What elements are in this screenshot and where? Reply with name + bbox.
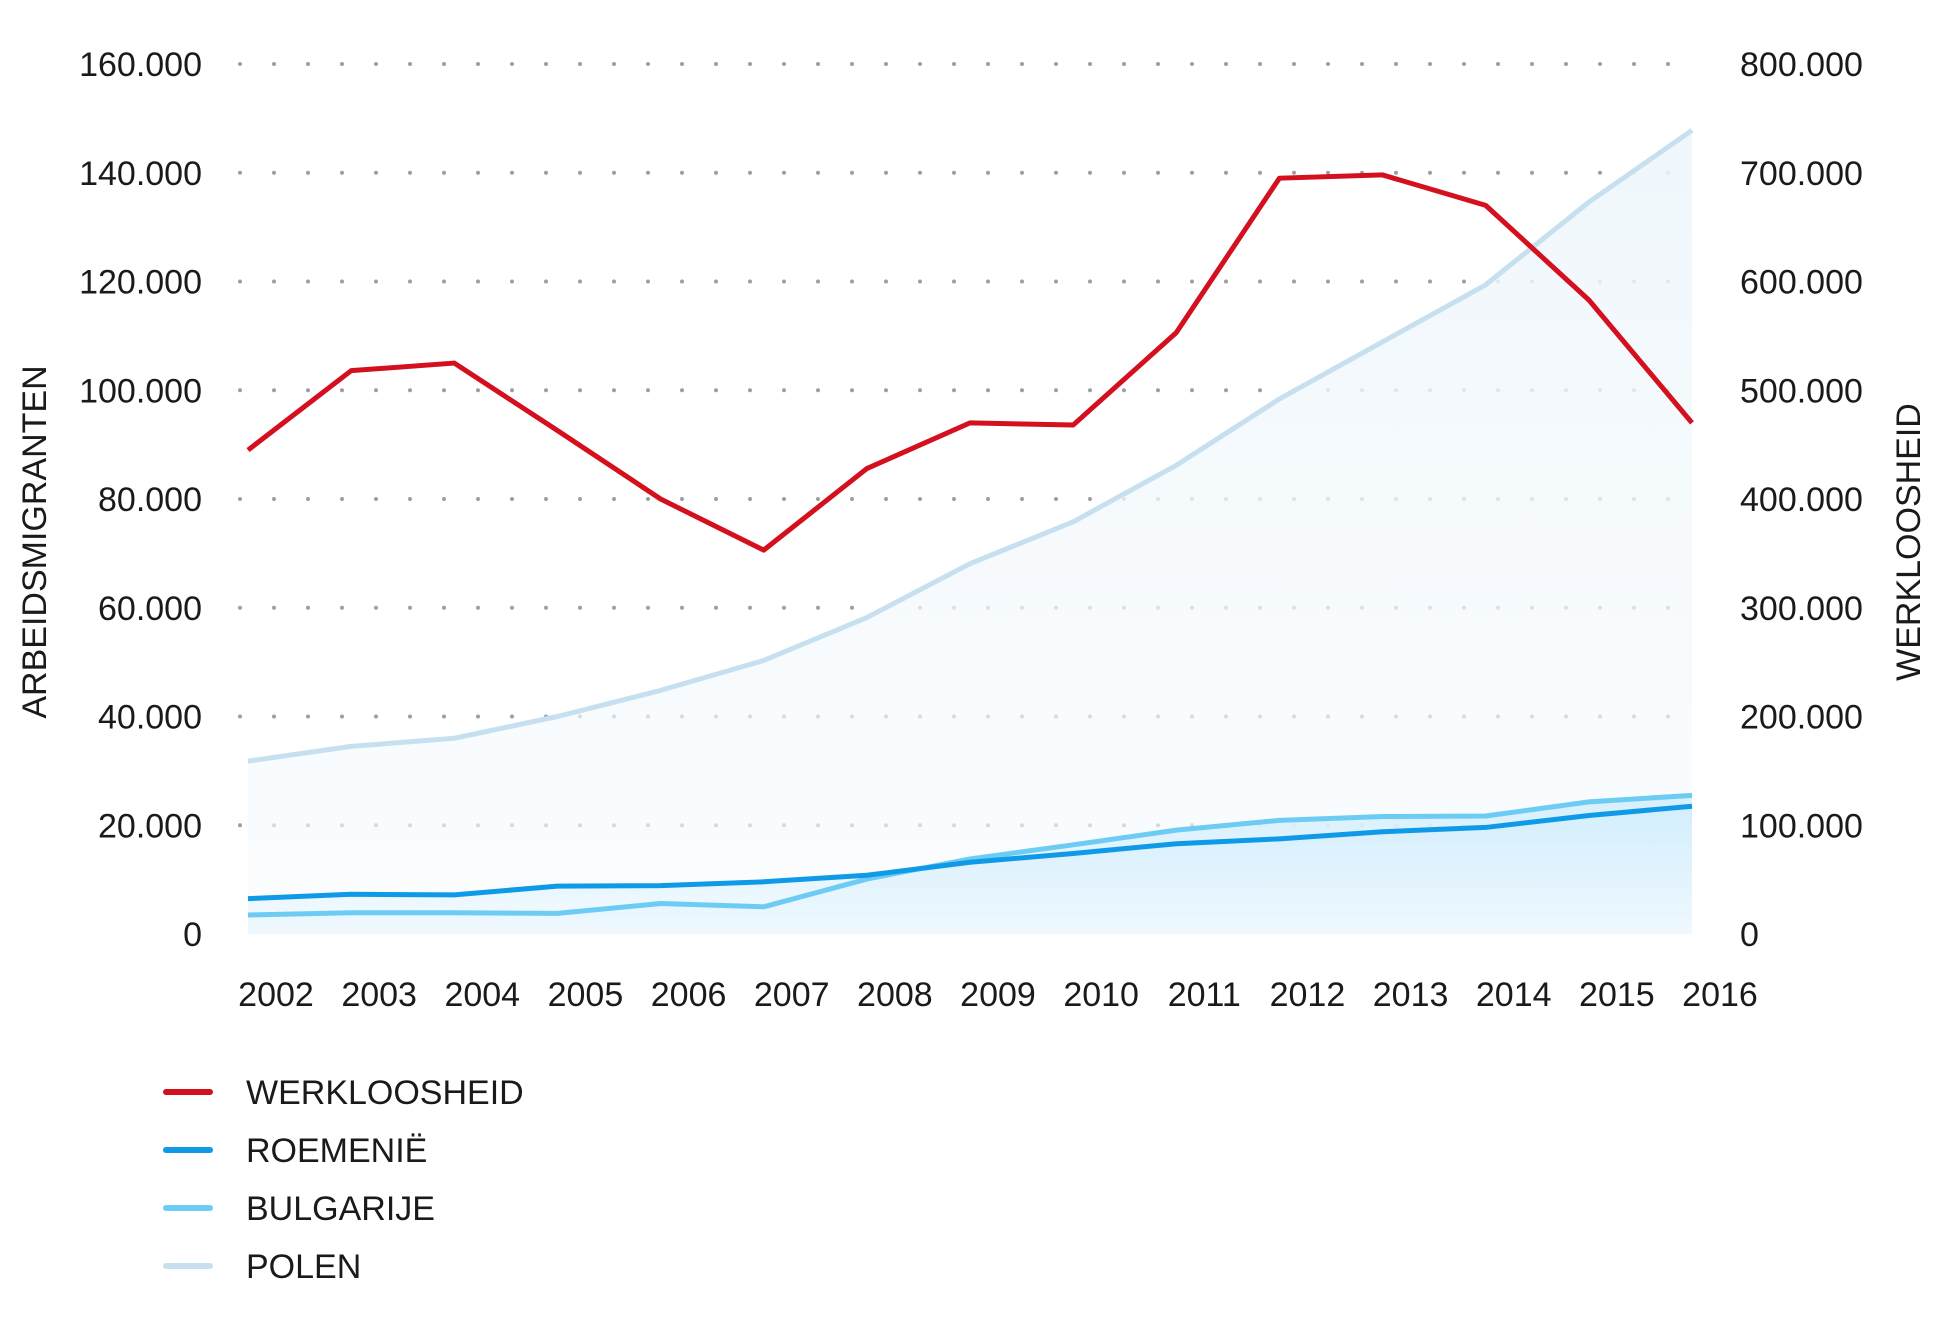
right-axis-ticks: 0 100.000 200.000 300.000 400.000 500.000 600.…	[1740, 46, 1863, 954]
left-tick-label: 0	[183, 916, 202, 954]
series-area	[248, 130, 1692, 934]
left-tick-label: 40.000	[98, 699, 202, 737]
left-tick-label: 140.000	[79, 155, 202, 193]
x-tick-label: 2013	[1373, 976, 1449, 1014]
legend-label: WERKLOOSHEID	[246, 1074, 524, 1112]
series-lines	[246, 128, 1694, 918]
x-tick-label: 2014	[1476, 976, 1552, 1014]
series-line	[247, 792, 1693, 918]
legend-label: ROEMENIË	[246, 1132, 427, 1170]
left-axis-title: ARBEIDSMIGRANTEN	[16, 365, 54, 718]
left-tick-label: 20.000	[98, 807, 202, 845]
x-tick-label: 2003	[341, 976, 417, 1014]
x-tick-label: 2012	[1270, 976, 1346, 1014]
right-tick-label: 200.000	[1740, 699, 1863, 737]
x-tick-label: 2004	[444, 976, 520, 1014]
legend-label: BULGARIJE	[246, 1190, 435, 1228]
left-tick-label: 100.000	[79, 372, 202, 410]
left-axis-ticks: 0 20.000 40.000 60.000 80.000 100.000 120.000 1…	[79, 46, 202, 954]
left-tick-label: 60.000	[98, 590, 202, 628]
x-tick-label: 2016	[1682, 976, 1758, 1014]
x-axis-ticks: 2002 2003 2004 2005 2006 2007 2008 2009 2010 2011…	[238, 976, 1758, 1014]
right-tick-label: 700.000	[1740, 155, 1863, 193]
x-tick-label: 2006	[651, 976, 727, 1014]
right-tick-label: 0	[1740, 916, 1759, 954]
left-tick-label: 80.000	[98, 481, 202, 519]
x-tick-label: 2007	[754, 976, 830, 1014]
series-line	[246, 172, 1694, 553]
right-tick-label: 600.000	[1740, 264, 1863, 302]
x-tick-label: 2011	[1168, 976, 1241, 1014]
right-tick-label: 400.000	[1740, 481, 1863, 519]
left-tick-label: 120.000	[79, 264, 202, 302]
legend-label: POLEN	[246, 1248, 361, 1286]
right-tick-label: 300.000	[1740, 590, 1863, 628]
series-line	[247, 803, 1693, 902]
series-line	[247, 128, 1694, 764]
x-tick-label: 2005	[548, 976, 624, 1014]
x-tick-label: 2008	[857, 976, 933, 1014]
x-tick-label: 2015	[1579, 976, 1655, 1014]
series-areas	[248, 130, 1692, 934]
x-tick-label: 2009	[960, 976, 1036, 1014]
right-axis-title: WERKLOOSHEID	[1890, 403, 1928, 681]
right-tick-label: 800.000	[1740, 46, 1863, 84]
right-tick-label: 500.000	[1740, 372, 1863, 410]
legend: WERKLOOSHEID ROEMENIË BULGARIJE POLEN	[163, 1074, 524, 1286]
left-tick-label: 160.000	[79, 46, 202, 84]
x-tick-label: 2010	[1063, 976, 1139, 1014]
x-tick-label: 2002	[238, 976, 314, 1014]
right-tick-label: 100.000	[1740, 807, 1863, 845]
